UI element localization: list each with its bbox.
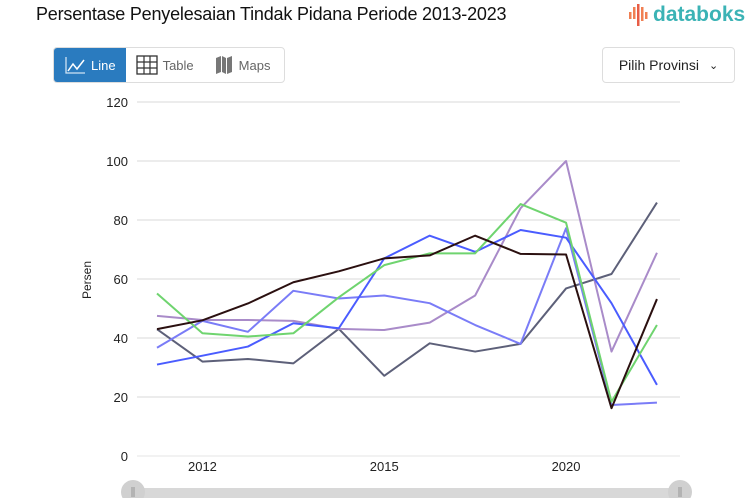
x-tick-label: 2015 (370, 459, 399, 474)
databoks-logo[interactable]: databoks (628, 3, 745, 27)
y-tick-label: 120 (106, 95, 128, 110)
series-line-3[interactable] (156, 227, 658, 406)
y-tick-label: 60 (114, 272, 128, 287)
series-line-2[interactable] (156, 160, 658, 353)
chevron-down-icon: ⌄ (708, 59, 719, 72)
tab-table[interactable]: Table (126, 48, 204, 82)
province-select-label: Pilih Provinsi (618, 57, 699, 73)
table-grid-icon (135, 55, 158, 75)
y-tick-label: 100 (106, 154, 128, 169)
line-chart-icon (65, 57, 85, 74)
tab-maps-label: Maps (238, 57, 271, 73)
range-scrollbar[interactable] (121, 480, 692, 498)
tab-line-label: Line (91, 57, 116, 73)
scrollbar-track[interactable] (133, 488, 680, 498)
series-line-5[interactable] (156, 203, 658, 403)
scrollbar-right-handle[interactable] (668, 480, 692, 498)
series-line-6[interactable] (156, 234, 658, 410)
view-toggle: Line Table Maps (53, 47, 285, 83)
y-tick-label: 80 (114, 213, 128, 228)
logo-text: databoks (653, 3, 746, 26)
logo-bars-icon (629, 4, 648, 26)
series-line-1[interactable] (156, 202, 658, 377)
y-tick-label: 40 (114, 331, 128, 346)
x-tick-label: 2020 (552, 459, 581, 474)
grip-icon (678, 487, 682, 497)
tab-table-label: Table (162, 57, 194, 73)
chart-title: Persentase Penyelesaian Tindak Pidana Pe… (36, 4, 507, 24)
map-icon (215, 56, 232, 74)
tab-maps[interactable]: Maps (204, 48, 281, 82)
y-tick-label: 0 (121, 449, 128, 464)
y-tick-label: 20 (114, 390, 128, 405)
x-tick-label: 2012 (188, 459, 217, 474)
scrollbar-left-handle[interactable] (121, 480, 145, 498)
grip-icon (131, 487, 135, 497)
y-axis-label: Persen (80, 261, 94, 299)
tab-line[interactable]: Line (54, 48, 126, 82)
province-select[interactable]: Pilih Provinsi ⌄ (602, 47, 735, 83)
